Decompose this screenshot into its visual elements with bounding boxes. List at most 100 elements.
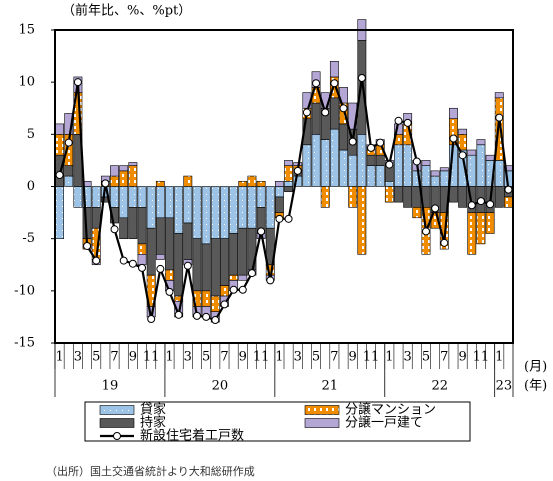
legend-swatch (304, 405, 340, 415)
x-tick-label: 7 (110, 350, 118, 365)
bar (494, 186, 504, 208)
bar (284, 160, 294, 166)
x-tick-label: 1 (55, 350, 63, 365)
year-label: 19 (102, 379, 119, 394)
bar (110, 175, 119, 187)
year-axis-label: (年) (524, 379, 547, 394)
bar (210, 295, 220, 312)
bar (394, 186, 403, 203)
line-marker (147, 315, 156, 324)
y-tick-label: -5 (22, 231, 35, 246)
legend-label: 新設住宅着工戸数 (140, 428, 244, 444)
bar (183, 175, 193, 187)
bar (458, 186, 468, 208)
bar (284, 180, 294, 187)
bar (430, 170, 440, 177)
bar (220, 285, 229, 297)
line-marker (55, 171, 64, 180)
y-tick-label: 5 (27, 127, 35, 142)
line-marker (211, 316, 220, 325)
line-marker (247, 269, 256, 278)
bar (430, 175, 440, 187)
bar (467, 212, 477, 255)
x-tick-label: 1 (385, 350, 393, 365)
bar (320, 186, 330, 208)
line-marker (138, 263, 147, 272)
bar (348, 186, 358, 208)
line-marker (293, 166, 302, 175)
x-tick-label: 5 (92, 350, 100, 365)
line-marker (192, 311, 201, 320)
bar (55, 123, 65, 135)
y-tick-label: 0 (27, 179, 35, 194)
bar (238, 274, 248, 281)
bar (476, 212, 486, 245)
line-marker (385, 160, 394, 169)
line-marker (449, 134, 458, 143)
bar (229, 186, 239, 234)
x-tick-label: 3 (74, 350, 82, 365)
bar (329, 97, 339, 130)
legend-label: 貸家 (140, 402, 166, 418)
bar (146, 227, 156, 276)
bar (467, 154, 477, 187)
line-marker (238, 285, 247, 294)
x-tick-label: 1 (165, 350, 173, 365)
line-marker (440, 238, 449, 247)
bar (110, 186, 119, 208)
bar (449, 186, 458, 203)
legend-label: 分譲一戸建て (345, 415, 423, 431)
source: （出所）国土交通省統計より大和総研作成 (46, 464, 255, 478)
bar (137, 243, 147, 255)
line-marker (504, 185, 513, 194)
line-marker (394, 116, 403, 125)
x-tick-label: 3 (294, 350, 302, 365)
x-tick-label: 7 (330, 350, 338, 365)
bar (357, 134, 367, 187)
line-marker (128, 259, 137, 268)
legend-label: 持家 (140, 415, 166, 431)
bar (274, 196, 284, 213)
x-tick-label: 5 (202, 350, 210, 365)
bar (274, 180, 284, 187)
bar (155, 186, 165, 219)
bar (174, 233, 184, 297)
year-label: 23 (496, 379, 513, 394)
legend-swatch (304, 418, 340, 428)
y-tick-label: 15 (18, 23, 35, 38)
year-label: 20 (212, 379, 229, 394)
bar (476, 144, 486, 187)
bar (91, 207, 101, 229)
bar (229, 233, 239, 276)
line-marker (165, 287, 174, 296)
bar (302, 144, 312, 187)
line-marker (421, 227, 430, 236)
legend-swatch (99, 418, 135, 428)
bar (403, 186, 413, 208)
bar (311, 134, 321, 187)
line-marker (467, 201, 476, 210)
bar (192, 186, 202, 239)
line-marker (348, 137, 357, 146)
bar (210, 238, 220, 297)
bar (128, 165, 138, 187)
bar (284, 186, 294, 193)
bar (485, 154, 495, 161)
bar (339, 149, 348, 187)
bar (192, 238, 202, 292)
bar (476, 139, 486, 146)
line-marker (156, 264, 165, 273)
bar (183, 186, 193, 224)
year-label: 21 (322, 379, 339, 394)
x-tick-label: 9 (349, 350, 357, 365)
line-marker (64, 138, 73, 147)
bar (421, 165, 431, 187)
x-tick-label: 11 (253, 350, 270, 365)
line-marker (101, 179, 110, 188)
bar (64, 113, 74, 135)
year-label: 22 (431, 379, 448, 394)
bar (274, 186, 284, 198)
bar (238, 227, 248, 276)
bar (183, 222, 193, 260)
bar (394, 144, 403, 187)
